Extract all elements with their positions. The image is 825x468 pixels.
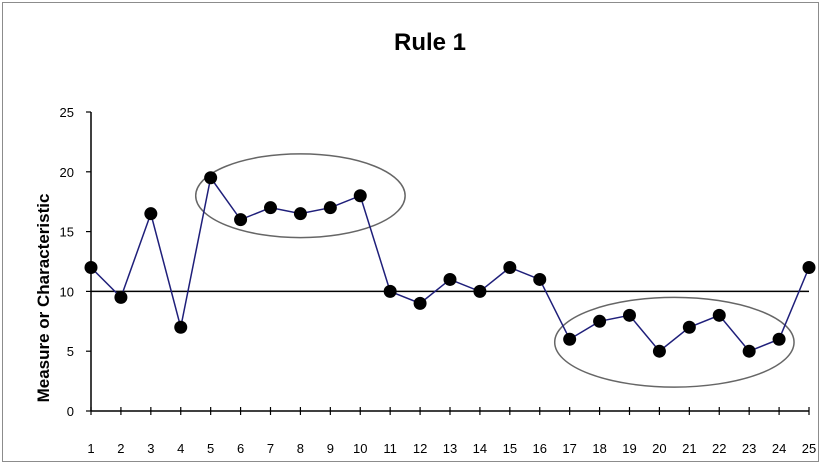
data-point-12 [413,296,427,310]
highlight-ellipse-1 [194,153,406,239]
y-tick-label-20: 20 [60,165,74,180]
x-tick-label-23: 23 [742,441,756,456]
y-axis-label: Measure or Characteristic [34,194,53,403]
x-tick-label-11: 11 [383,441,397,456]
data-point-17 [563,332,577,346]
x-tick-label-18: 18 [592,441,606,456]
series [84,171,816,358]
highlight-ellipse-2 [553,296,795,388]
data-point-2 [114,290,128,304]
data-point-20 [652,344,666,358]
x-tick-label-16: 16 [533,441,547,456]
x-tick-label-8: 8 [297,441,304,456]
data-point-5 [204,171,218,185]
data-point-21 [682,320,696,334]
x-tick-label-20: 20 [652,441,666,456]
data-point-3 [144,207,158,221]
x-tick-label-9: 9 [327,441,334,456]
x-tick-label-25: 25 [802,441,816,456]
data-point-11 [383,284,397,298]
x-tick-label-14: 14 [473,441,487,456]
highlight-ellipses [194,153,795,388]
x-tick-label-19: 19 [622,441,636,456]
x-tick-label-22: 22 [712,441,726,456]
data-point-15 [503,260,517,274]
data-point-22 [712,308,726,322]
y-tick-label-0: 0 [67,404,74,419]
y-tick-label-25: 25 [60,105,74,120]
data-point-7 [264,201,277,215]
data-point-8 [293,207,307,221]
data-point-9 [323,201,337,215]
x-tick-label-4: 4 [177,441,184,456]
y-tick-label-5: 5 [67,344,74,359]
x-tick-label-13: 13 [443,441,457,456]
data-point-16 [533,272,547,286]
x-tick-label-1: 1 [87,441,94,456]
x-tick-label-15: 15 [503,441,517,456]
y-tick-label-10: 10 [60,284,74,299]
data-point-1 [84,260,98,274]
x-tick-label-24: 24 [772,441,786,456]
data-point-14 [473,284,487,298]
data-point-23 [742,344,756,358]
data-point-10 [353,189,367,203]
x-tick-label-21: 21 [682,441,696,456]
x-tick-label-7: 7 [267,441,274,456]
data-point-25 [802,260,816,274]
chart-title: Rule 1 [394,29,466,56]
data-point-19 [623,308,636,322]
x-tick-label-6: 6 [237,441,244,456]
x-tick-label-10: 10 [353,441,367,456]
data-point-6 [234,213,248,227]
data-point-18 [593,314,607,328]
axes [86,111,810,415]
series-line [90,175,810,353]
x-tick-label-3: 3 [147,441,154,456]
x-tick-label-17: 17 [562,441,576,456]
data-point-24 [772,332,786,346]
data-point-4 [174,320,188,334]
data-point-13 [443,272,457,286]
y-tick-label-15: 15 [60,225,74,240]
x-tick-label-12: 12 [413,441,427,456]
x-tick-label-2: 2 [117,441,124,456]
chart-frame [2,2,819,462]
x-tick-label-5: 5 [207,441,214,456]
